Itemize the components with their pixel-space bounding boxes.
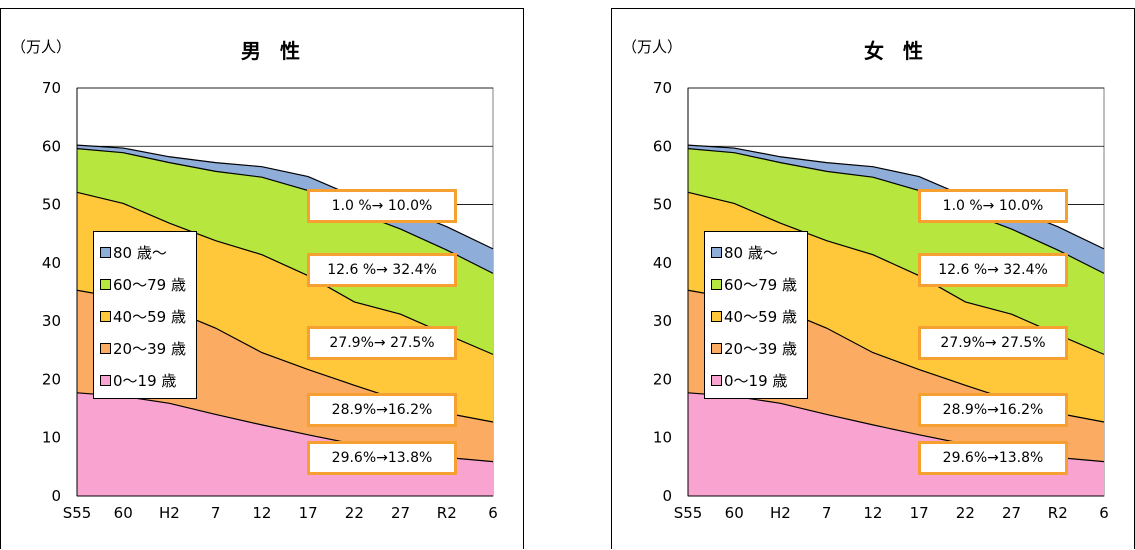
area-fill-3 (688, 148, 1104, 355)
series-line-3 (687, 148, 1105, 274)
legend-item-40-59: 40〜59 歳 (100, 306, 186, 326)
x-tick-label: H2 (159, 504, 180, 522)
x-tick-label: 7 (822, 504, 832, 522)
y-tick-label: 60 (653, 137, 672, 155)
x-tick-label: 27 (1002, 504, 1021, 522)
x-tick-label: R2 (437, 504, 457, 522)
x-tick-label: 7 (211, 504, 221, 522)
callout-0-19: 29.6%→13.8% (307, 441, 457, 475)
callout-20-39: 28.9%→16.2% (307, 393, 457, 427)
legend-item-60-79: 60〜79 歳 (100, 274, 186, 294)
y-tick-label: 0 (51, 487, 61, 505)
y-unit-label: （万人） (11, 38, 72, 56)
y-tick-label: 40 (42, 254, 61, 272)
y-tick-label: 40 (653, 254, 672, 272)
y-tick-label: 0 (662, 487, 672, 505)
series-line-2 (76, 191, 494, 355)
chart-title: 男 性 (241, 39, 306, 63)
legend-item-0-19: 0〜19 歳 (100, 370, 176, 390)
y-tick-label: 10 (653, 429, 672, 447)
legend-item-0-19: 0〜19 歳 (711, 370, 787, 390)
x-tick-label: 6 (1099, 504, 1109, 522)
legend-swatch (100, 374, 111, 386)
legend-label: 80 歳〜 (724, 243, 778, 262)
legend-label: 20〜39 歳 (724, 339, 797, 358)
x-tick-label: 60 (114, 504, 133, 522)
chart-panel-male: 0 10 20 30 40 50 60 70 S55 60 H2 7 12 17 22 27 R2 6 （万人） … (0, 8, 524, 549)
y-tick-label: 70 (42, 79, 61, 97)
callout-60-79: 12.6 %→ 32.4% (918, 253, 1068, 287)
legend-swatch (711, 278, 722, 290)
legend-swatch (100, 278, 111, 290)
y-tick-label: 30 (653, 312, 672, 330)
area-fill-3 (77, 148, 493, 355)
x-tick-label: R2 (1048, 504, 1068, 522)
callout-80plus: 1.0 %→ 10.0% (918, 189, 1068, 223)
x-tick-label: 12 (252, 504, 271, 522)
callout-20-39: 28.9%→16.2% (918, 393, 1068, 427)
legend: 80 歳〜 60〜79 歳 40〜59 歳 20〜39 歳 0〜19 歳 (93, 231, 197, 399)
y-tick-label: 60 (42, 137, 61, 155)
x-tick-label: 12 (863, 504, 882, 522)
series-line-2 (687, 191, 1105, 355)
legend-label: 60〜79 歳 (113, 275, 186, 294)
y-tick-label: 20 (653, 370, 672, 388)
legend-label: 60〜79 歳 (724, 275, 797, 294)
legend-item-40-59: 40〜59 歳 (711, 306, 797, 326)
legend-swatch (100, 310, 111, 322)
legend-swatch (100, 246, 111, 258)
x-tick-label: 22 (345, 504, 364, 522)
legend-item-20-39: 20〜39 歳 (100, 338, 186, 358)
legend-swatch (711, 246, 722, 258)
y-unit-label: （万人） (622, 38, 683, 56)
legend-swatch (711, 342, 722, 354)
legend-item-80plus: 80 歳〜 (711, 242, 778, 262)
x-tick-label: 17 (299, 504, 318, 522)
legend-label: 40〜59 歳 (113, 307, 186, 326)
legend-item-20-39: 20〜39 歳 (711, 338, 797, 358)
x-tick-label: 17 (910, 504, 929, 522)
x-tick-label: S55 (674, 504, 703, 522)
legend: 80 歳〜 60〜79 歳 40〜59 歳 20〜39 歳 0〜19 歳 (704, 231, 808, 399)
legend-label: 40〜59 歳 (724, 307, 797, 326)
legend-item-80plus: 80 歳〜 (100, 242, 167, 262)
legend-swatch (711, 310, 722, 322)
x-tick-label: 60 (725, 504, 744, 522)
legend-swatch (100, 342, 111, 354)
y-tick-label: 50 (42, 196, 61, 214)
callout-60-79: 12.6 %→ 32.4% (307, 253, 457, 287)
x-tick-label: S55 (63, 504, 92, 522)
legend-label: 80 歳〜 (113, 243, 167, 262)
legend-label: 0〜19 歳 (113, 371, 177, 390)
y-tick-label: 10 (42, 429, 61, 447)
y-tick-label: 70 (653, 79, 672, 97)
y-tick-label: 20 (42, 370, 61, 388)
callout-80plus: 1.0 %→ 10.0% (307, 189, 457, 223)
chart-panel-female: 0 10 20 30 40 50 60 70 S55 60 H2 7 12 17 22 27 R2 6 （万人） … (611, 8, 1135, 549)
legend-swatch (711, 374, 722, 386)
legend-item-60-79: 60〜79 歳 (711, 274, 797, 294)
x-tick-label: 27 (391, 504, 410, 522)
callout-40-59: 27.9%→ 27.5% (307, 326, 457, 360)
legend-label: 0〜19 歳 (724, 371, 788, 390)
chart-title: 女 性 (864, 39, 929, 63)
callout-40-59: 27.9%→ 27.5% (918, 326, 1068, 360)
x-tick-label: 22 (956, 504, 975, 522)
callout-0-19: 29.6%→13.8% (918, 441, 1068, 475)
y-tick-label: 30 (42, 312, 61, 330)
x-tick-label: 6 (488, 504, 498, 522)
series-line-3 (76, 148, 494, 274)
legend-label: 20〜39 歳 (113, 339, 186, 358)
y-tick-label: 50 (653, 196, 672, 214)
x-tick-label: H2 (770, 504, 791, 522)
